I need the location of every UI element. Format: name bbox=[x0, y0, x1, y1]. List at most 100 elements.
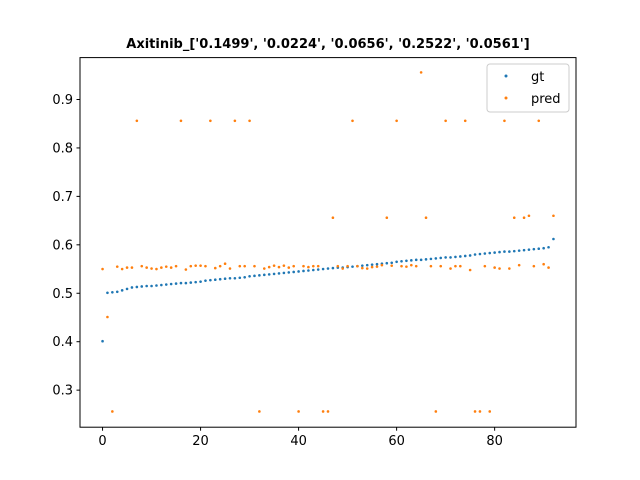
point-pred bbox=[439, 264, 443, 268]
point-gt bbox=[498, 250, 501, 254]
point-gt bbox=[449, 256, 452, 259]
point-gt bbox=[370, 263, 374, 266]
point-pred bbox=[199, 264, 202, 267]
point-pred bbox=[130, 266, 134, 269]
point-pred bbox=[483, 264, 487, 268]
point-pred bbox=[498, 267, 501, 270]
point-pred bbox=[331, 216, 335, 219]
point-pred bbox=[194, 264, 197, 267]
point-pred bbox=[106, 315, 109, 319]
point-pred bbox=[316, 264, 320, 268]
point-gt bbox=[522, 248, 526, 252]
point-gt bbox=[160, 283, 163, 287]
point-pred bbox=[189, 264, 193, 268]
point-gt bbox=[277, 272, 281, 275]
point-gt bbox=[194, 280, 197, 284]
point-gt bbox=[527, 248, 531, 251]
y-tick-label: 0.5 bbox=[52, 287, 73, 302]
point-gt bbox=[267, 273, 271, 276]
point-pred bbox=[312, 264, 315, 268]
series-gt bbox=[101, 237, 555, 343]
point-gt bbox=[297, 270, 300, 273]
point-pred bbox=[346, 264, 349, 268]
point-gt bbox=[223, 277, 227, 281]
x-axis: 0 20 40 60 80 bbox=[98, 427, 503, 449]
point-gt bbox=[532, 247, 536, 251]
point-pred bbox=[532, 264, 536, 268]
point-pred bbox=[297, 410, 300, 413]
point-gt bbox=[135, 285, 139, 289]
x-tick-label: 20 bbox=[192, 434, 209, 449]
point-pred bbox=[493, 266, 496, 269]
point-pred bbox=[444, 119, 447, 123]
point-pred bbox=[449, 267, 452, 270]
y-tick-label: 0.4 bbox=[52, 335, 73, 350]
point-gt bbox=[106, 291, 109, 295]
point-pred bbox=[365, 267, 369, 270]
point-gt bbox=[140, 285, 144, 288]
point-gt bbox=[209, 278, 212, 282]
y-tick-label: 0.7 bbox=[52, 190, 73, 205]
point-gt bbox=[101, 339, 104, 343]
legend-label-pred: pred bbox=[531, 92, 561, 107]
point-pred bbox=[111, 410, 114, 413]
point-gt bbox=[120, 289, 124, 292]
point-pred bbox=[370, 265, 374, 269]
x-tick-label: 0 bbox=[98, 434, 106, 449]
point-gt bbox=[429, 257, 433, 261]
point-gt bbox=[410, 259, 413, 262]
point-gt bbox=[164, 283, 168, 286]
point-gt bbox=[199, 280, 202, 283]
point-pred bbox=[101, 267, 104, 271]
point-pred bbox=[218, 264, 222, 268]
point-pred bbox=[155, 267, 158, 271]
point-gt bbox=[351, 265, 354, 268]
point-pred bbox=[395, 119, 398, 123]
point-pred bbox=[184, 268, 188, 271]
y-tick-label: 0.3 bbox=[52, 384, 73, 399]
point-gt bbox=[512, 249, 516, 253]
point-gt bbox=[483, 252, 487, 255]
legend-label-gt: gt bbox=[531, 70, 544, 85]
point-gt bbox=[385, 261, 389, 265]
point-pred bbox=[145, 266, 148, 269]
point-pred bbox=[414, 264, 418, 268]
point-gt bbox=[130, 286, 134, 289]
point-pred bbox=[405, 265, 408, 268]
point-gt bbox=[204, 279, 207, 282]
point-pred bbox=[287, 266, 291, 269]
point-pred bbox=[380, 263, 384, 267]
point-gt bbox=[292, 270, 295, 274]
point-pred bbox=[248, 119, 251, 123]
point-gt bbox=[434, 257, 438, 260]
point-pred bbox=[174, 264, 178, 268]
point-pred bbox=[272, 264, 276, 267]
point-gt bbox=[111, 290, 114, 294]
point-gt bbox=[459, 255, 462, 258]
point-gt bbox=[473, 253, 477, 256]
point-gt bbox=[542, 246, 545, 250]
point-gt bbox=[547, 245, 550, 249]
point-pred bbox=[258, 410, 261, 413]
y-tick-label: 0.9 bbox=[52, 93, 73, 108]
point-pred bbox=[233, 119, 237, 123]
legend-marker-gt bbox=[504, 74, 508, 78]
point-pred bbox=[463, 119, 467, 123]
point-pred bbox=[356, 264, 359, 268]
point-pred bbox=[262, 267, 266, 270]
point-pred bbox=[429, 264, 433, 268]
point-pred bbox=[400, 264, 403, 268]
y-axis: 0.3 0.4 0.5 0.6 0.7 0.8 0.9 bbox=[52, 93, 80, 399]
point-pred bbox=[552, 214, 555, 218]
point-pred bbox=[512, 216, 516, 219]
point-pred bbox=[228, 267, 232, 270]
y-tick-label: 0.8 bbox=[52, 141, 73, 156]
point-gt bbox=[365, 263, 369, 267]
point-gt bbox=[174, 282, 178, 285]
point-gt bbox=[258, 274, 261, 277]
x-tick-label: 40 bbox=[290, 434, 307, 449]
point-gt bbox=[537, 247, 541, 250]
point-gt bbox=[248, 275, 251, 278]
point-pred bbox=[204, 264, 207, 268]
